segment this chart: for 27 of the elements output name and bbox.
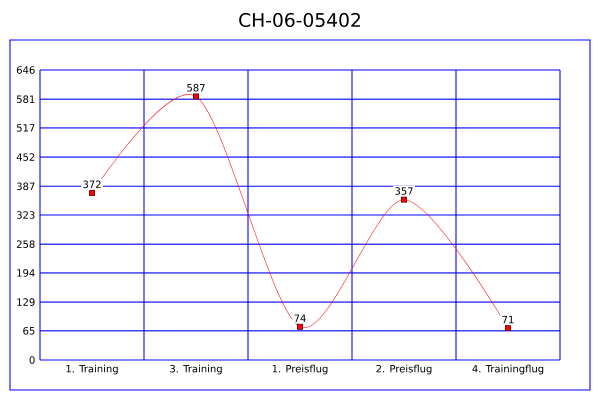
data-label: 74 [294, 314, 306, 322]
data-label: 372 [83, 180, 101, 188]
x-tick-label: 1. Preisflug [272, 364, 328, 374]
y-tick-label: 323 [16, 211, 34, 219]
y-tick-label: 65 [23, 327, 34, 335]
y-tick-label: 258 [16, 240, 35, 248]
chart-title: CH-06-05402 [239, 12, 360, 28]
y-tick-label: 194 [17, 269, 35, 277]
x-tick-label: 1. Training [66, 364, 118, 374]
x-tick-label: 2. Preisflug [376, 364, 432, 374]
point [505, 325, 511, 332]
y-tick-label: 0 [30, 356, 35, 364]
point [89, 190, 95, 196]
data-label: 71 [502, 316, 514, 324]
data-label: 587 [187, 84, 205, 92]
point [297, 324, 303, 330]
y-tick-label: 581 [16, 95, 34, 103]
y-tick-label: 646 [16, 66, 35, 74]
point [193, 94, 199, 100]
y-tick-label: 452 [16, 153, 34, 161]
y-tick-label: 517 [16, 124, 34, 132]
y-tick-label: 129 [17, 298, 35, 306]
data-label: 357 [395, 187, 413, 195]
point [401, 196, 407, 203]
x-tick-label: 4. Trainingflug [472, 364, 544, 374]
x-tick-label: 3. Training [170, 364, 222, 374]
y-tick-label: 387 [16, 182, 34, 190]
